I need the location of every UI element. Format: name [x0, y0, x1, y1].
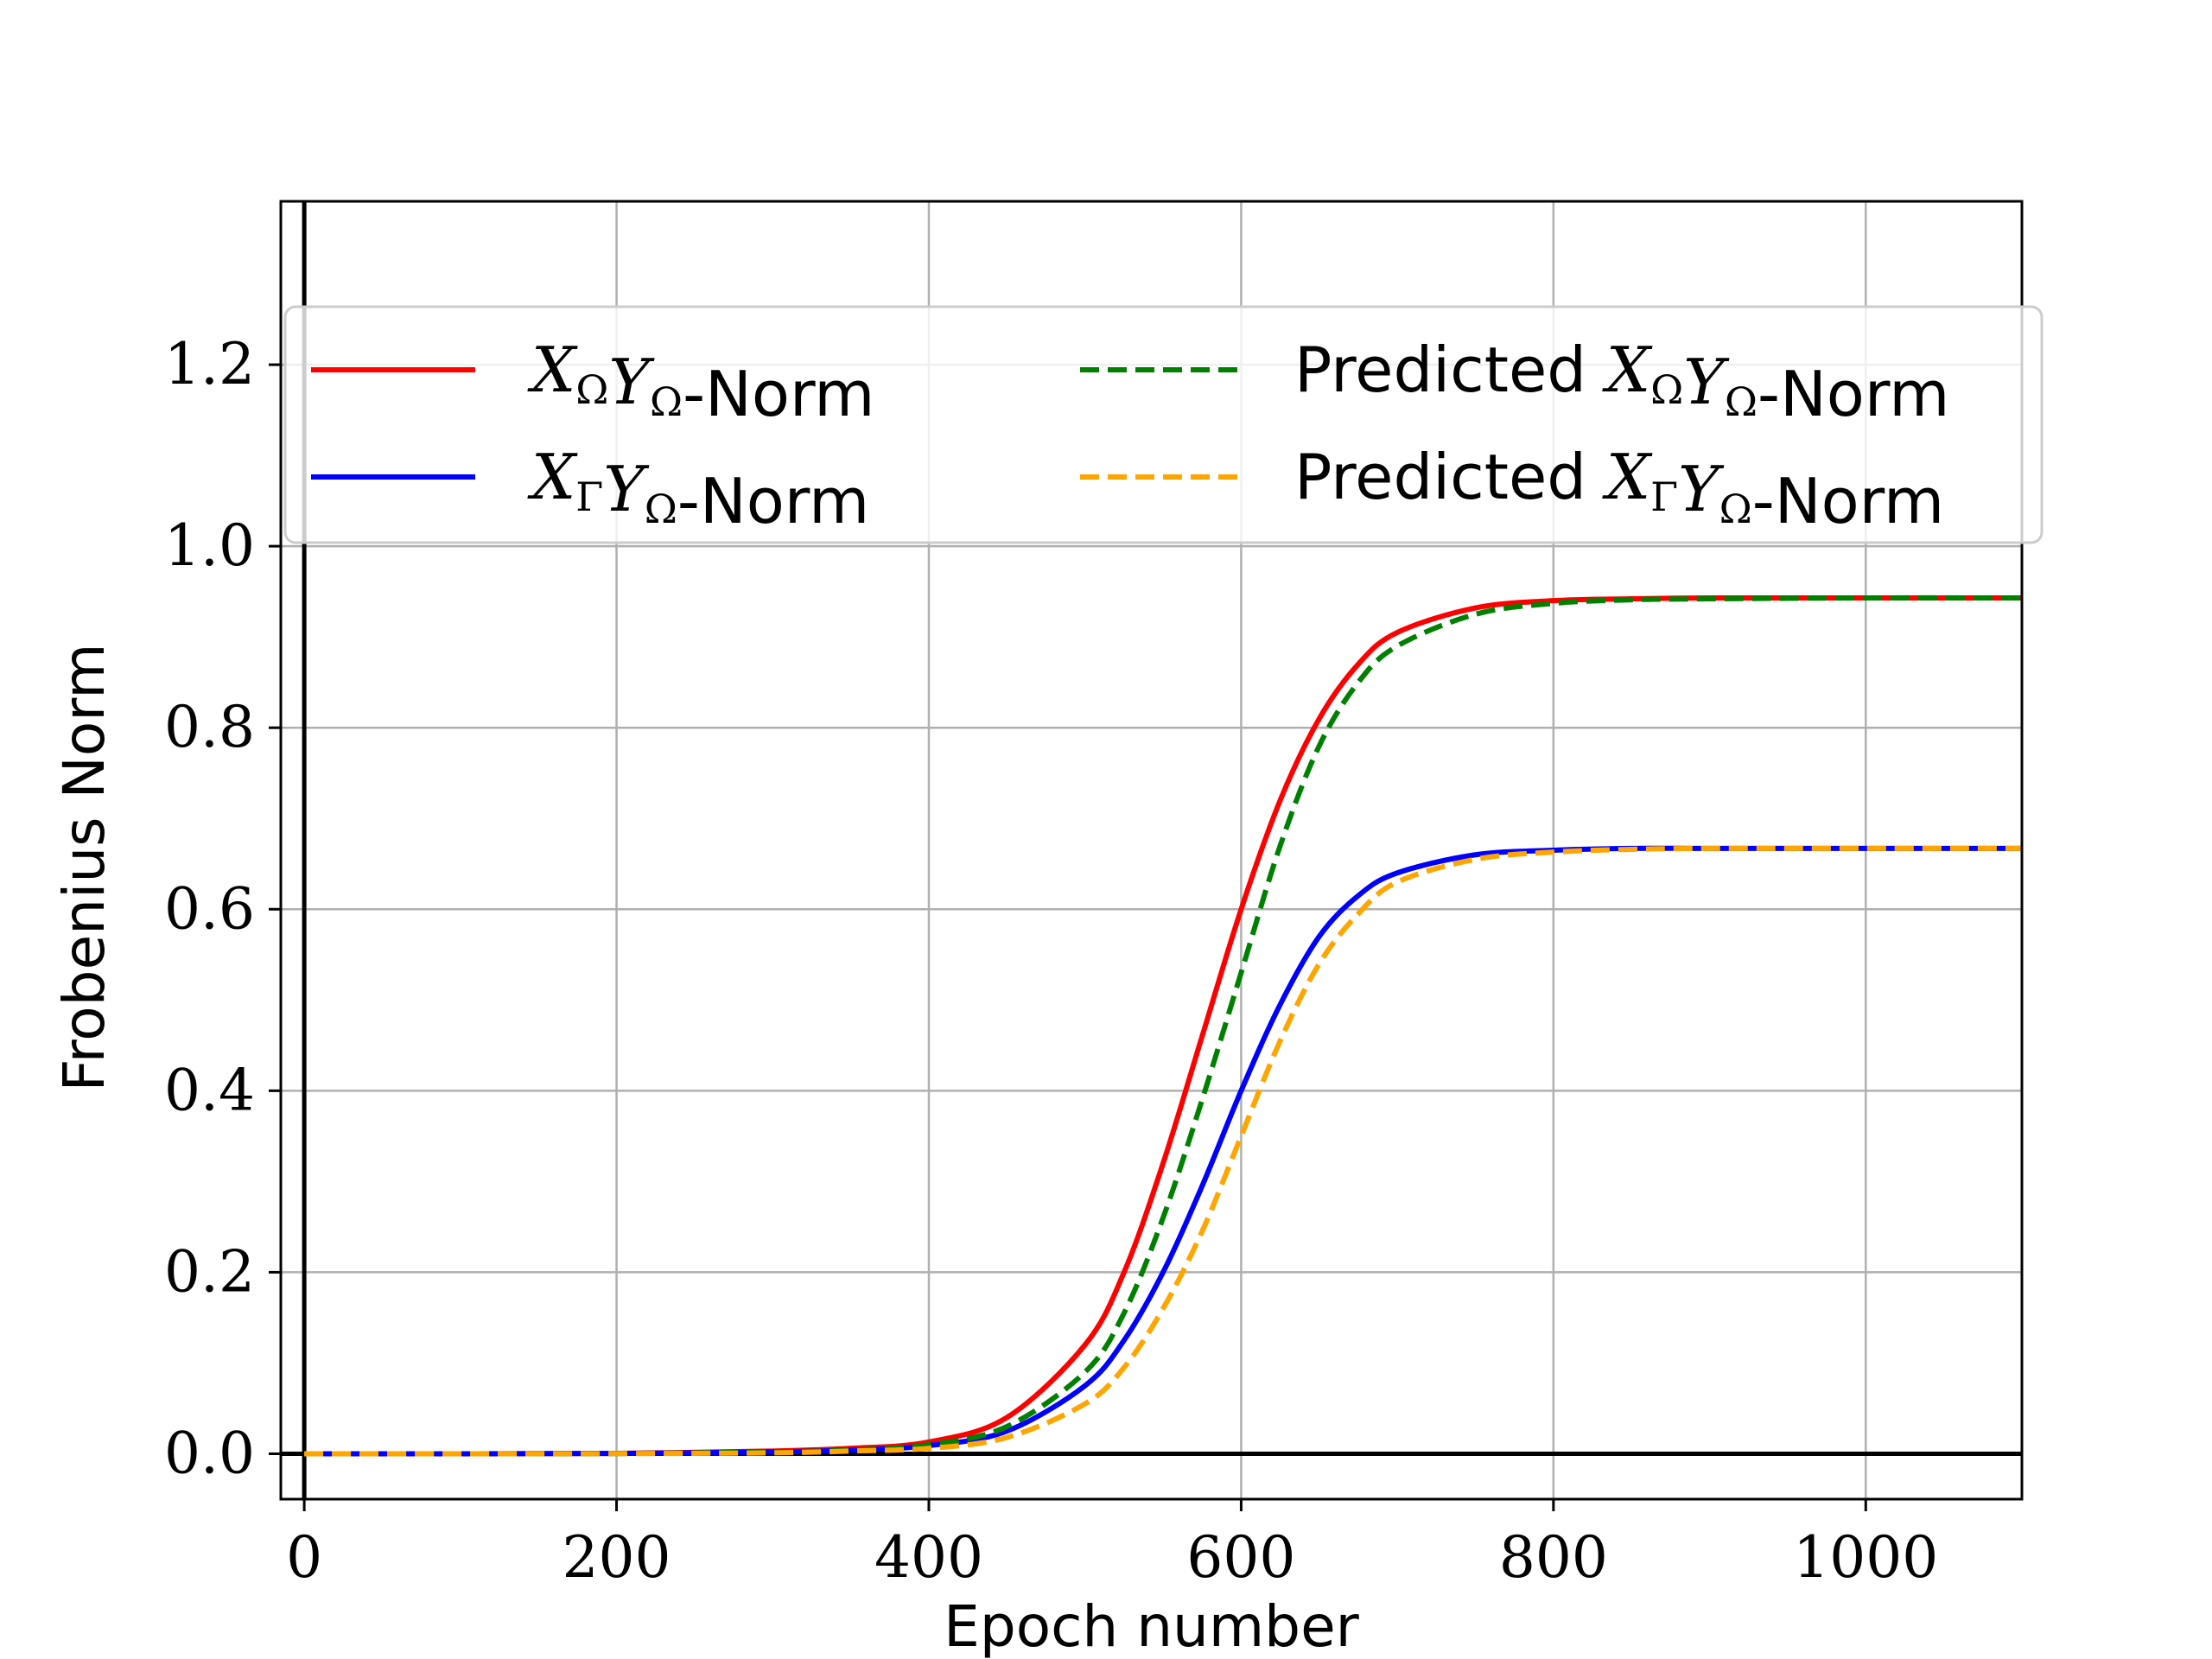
series-line-3	[304, 594, 2023, 1457]
x-tick-label: 600	[1186, 1524, 1295, 1591]
legend-label-3: Predicted XΩYΩ-Norm	[1294, 334, 1949, 430]
legend-label-1: XΩYΩ-Norm	[527, 334, 874, 430]
y-tick-label: 1.0	[164, 512, 255, 579]
y-axis-label: Frobenius Norm	[51, 643, 118, 1091]
y-axis-ticks: 0.0 0.2 0.4 0.6 0.8 1.0 1.2	[164, 331, 281, 1486]
y-tick-label: 1.2	[164, 331, 255, 397]
series-line-2	[304, 845, 2022, 1457]
series-layer	[304, 594, 2023, 1457]
plot-frame	[279, 200, 2024, 1501]
y-tick-label: 0.8	[164, 694, 255, 760]
x-axis-ticks: 0 200 400 600 800 1000	[286, 1499, 1938, 1591]
legend: XΩYΩ-Norm XΓYΩ-Norm Predicted XΩYΩ-Norm Pre…	[283, 305, 2044, 544]
y-tick-label: 0.6	[164, 875, 255, 942]
legend-box	[283, 305, 2044, 544]
x-tick-label: 1000	[1793, 1524, 1938, 1591]
x-axis-label: Epoch number	[944, 1593, 1360, 1659]
y-tick-label: 0.4	[164, 1057, 255, 1123]
y-tick-label: 0.0	[164, 1420, 255, 1486]
y-tick-label: 0.2	[164, 1238, 255, 1305]
x-tick-label: 400	[874, 1524, 983, 1591]
series-line-4	[304, 845, 2022, 1457]
legend-label-2: XΓYΩ-Norm	[527, 441, 869, 537]
x-tick-label: 0	[286, 1524, 322, 1591]
legend-label-4: Predicted XΓYΩ-Norm	[1294, 441, 1944, 537]
x-tick-label: 800	[1499, 1524, 1608, 1591]
series-line-1	[304, 594, 2022, 1457]
x-tick-label: 200	[563, 1524, 671, 1591]
